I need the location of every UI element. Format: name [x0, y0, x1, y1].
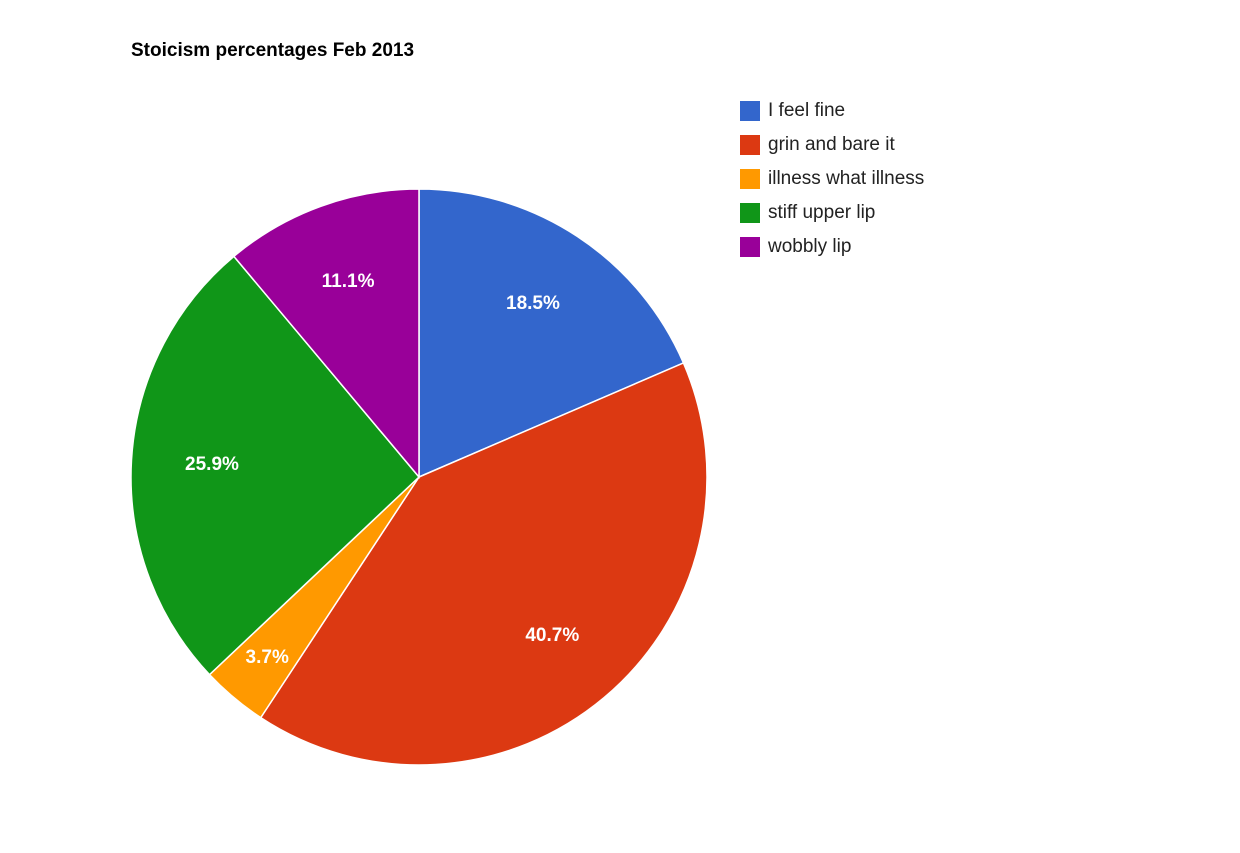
- legend-label: illness what illness: [768, 168, 925, 189]
- slice-label-4: 11.1%: [322, 271, 375, 292]
- legend-swatch: [740, 203, 760, 223]
- legend-item: stiff upper lip: [740, 196, 924, 230]
- legend-item: wobbly lip: [740, 230, 924, 264]
- pie-labels: 18.5% 40.7% 3.7% 25.9% 11.1%: [185, 271, 579, 668]
- pie-slice-3: [130, 255, 421, 676]
- legend-label: grin and bare it: [768, 134, 895, 155]
- slice-label-2: 3.7%: [246, 647, 289, 668]
- legend-label: wobbly lip: [768, 236, 852, 257]
- legend-item: I feel fine: [740, 94, 924, 128]
- legend-item: illness what illness: [740, 162, 924, 196]
- legend-swatch: [740, 101, 760, 121]
- legend-item: grin and bare it: [740, 128, 924, 162]
- slice-label-3: 25.9%: [185, 454, 239, 475]
- legend-swatch: [740, 169, 760, 189]
- slice-label-1: 40.7%: [525, 625, 579, 646]
- slice-label-0: 18.5%: [506, 293, 560, 314]
- pie-slice-0: [418, 188, 685, 479]
- chart-title: Stoicism percentages Feb 2013: [131, 40, 415, 61]
- legend-label: I feel fine: [768, 100, 846, 121]
- pie-slices: [130, 188, 708, 766]
- legend: I feel fine grin and bare it illness what …: [740, 94, 924, 264]
- legend-swatch: [740, 135, 760, 155]
- pie-slice-4: [232, 188, 420, 480]
- pie-slice-1: [259, 361, 708, 766]
- legend-swatch: [740, 237, 760, 257]
- legend-label: stiff upper lip: [768, 202, 876, 223]
